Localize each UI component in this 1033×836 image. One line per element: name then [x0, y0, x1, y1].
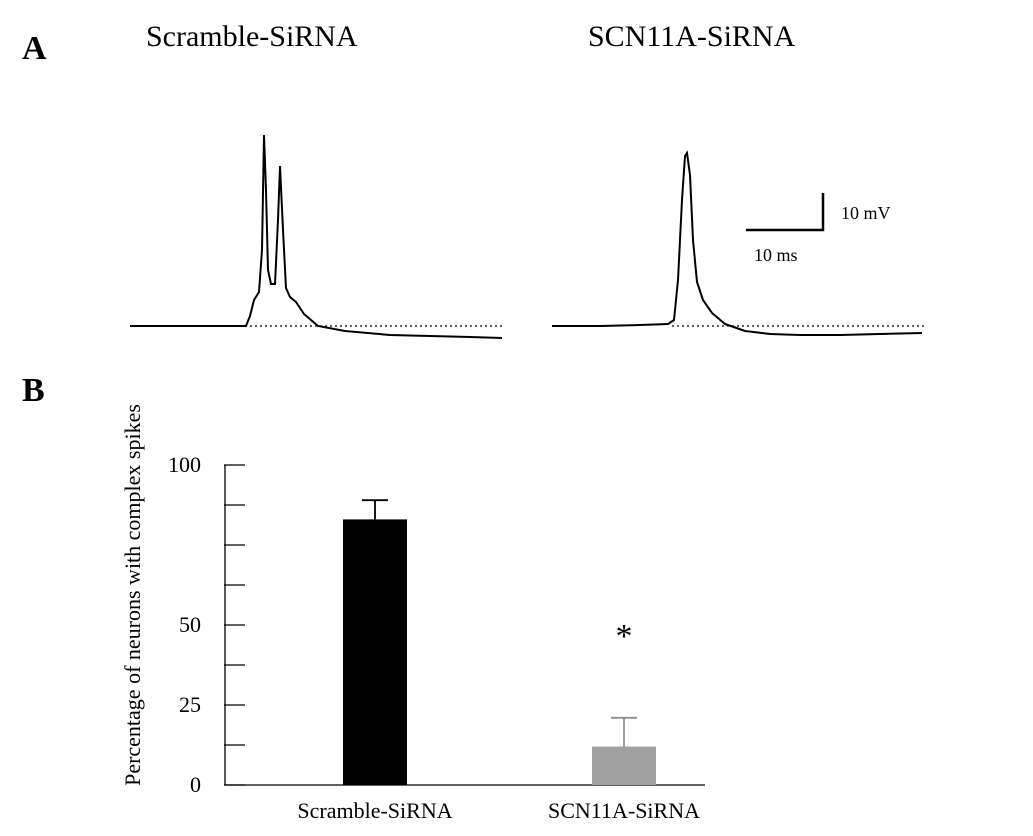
scale-voltage-label: 10 mV: [841, 203, 891, 223]
scramble-trace: [130, 134, 505, 339]
scn11a-trace-line: [552, 150, 923, 336]
y-tick-label: 100: [168, 452, 201, 477]
scale-time-label: 10 ms: [754, 245, 798, 265]
bar: [343, 519, 407, 785]
scramble-trace-line: [130, 134, 503, 339]
panel-b-letter: B: [22, 372, 45, 409]
scn11a-trace: [552, 150, 925, 336]
y-tick-label: 50: [179, 612, 201, 637]
scramble-trace-title: Scramble-SiRNA: [146, 20, 358, 53]
scale-bar-lines: [746, 193, 825, 232]
x-category-label: Scramble-SiRNA: [297, 798, 452, 823]
panel-a-letter: A: [22, 30, 47, 67]
y-tick-label: 25: [179, 692, 201, 717]
significance-asterisk: *: [616, 618, 633, 655]
x-category-label: SCN11A-SiRNA: [548, 798, 700, 823]
bar-chart: 0 25 50 100 Percentage of neurons with compl…: [120, 404, 705, 823]
y-axis-label: Percentage of neurons with complex spike…: [120, 404, 145, 786]
scale-bar: 10 mV 10 ms: [746, 193, 891, 265]
scn11a-trace-title: SCN11A-SiRNA: [588, 20, 796, 53]
bar: [592, 746, 656, 785]
y-tick-label: 0: [190, 772, 201, 797]
